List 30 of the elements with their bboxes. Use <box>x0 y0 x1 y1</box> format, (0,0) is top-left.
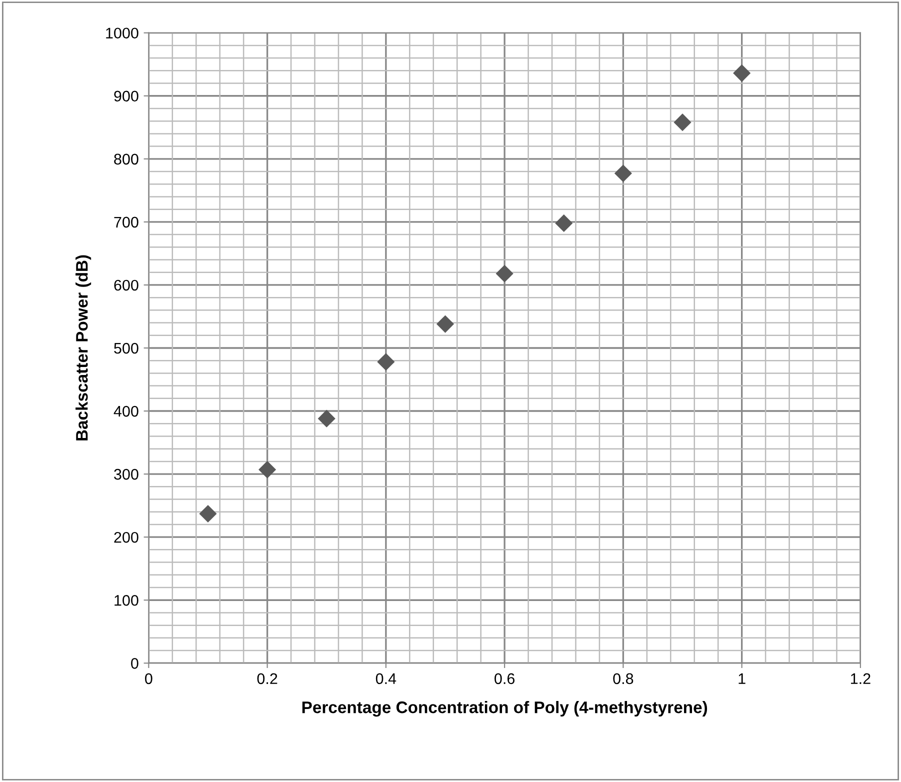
y-tick-label: 100 <box>114 594 138 606</box>
x-tick-label: 0.8 <box>613 673 634 684</box>
y-tick-label: 200 <box>114 532 138 543</box>
y-tick-label: 900 <box>114 90 138 102</box>
x-axis-title: Percentage Concentration of Poly (4-methystyrene) <box>302 700 708 717</box>
point <box>436 315 454 333</box>
y-tick-label: 1000 <box>106 28 138 39</box>
y-tick-label: 700 <box>114 216 138 228</box>
point <box>674 114 692 132</box>
y-tick-label: 300 <box>114 468 138 480</box>
point <box>555 214 573 232</box>
point <box>496 264 514 282</box>
point <box>614 164 632 182</box>
x-tick-label: 1 <box>738 673 746 684</box>
y-tick-label: 400 <box>114 406 138 417</box>
y-tick-label: 800 <box>114 154 138 165</box>
x-tick-label: 0 <box>145 673 152 684</box>
y-tick-label: 500 <box>114 342 138 354</box>
point <box>199 504 217 523</box>
x-tick-label: 0.4 <box>376 673 396 684</box>
point <box>733 64 751 82</box>
x-tick-label: 0.2 <box>257 673 278 684</box>
x-tick-label: 1.2 <box>851 673 870 684</box>
point <box>377 353 395 371</box>
point <box>258 460 276 478</box>
y-tick-label: 600 <box>114 280 138 291</box>
point <box>318 410 336 428</box>
y-axis-title: Backscatter Power (dB) <box>76 255 92 440</box>
y-tick-label: 0 <box>131 658 138 669</box>
x-tick-label: 0.6 <box>494 673 515 684</box>
